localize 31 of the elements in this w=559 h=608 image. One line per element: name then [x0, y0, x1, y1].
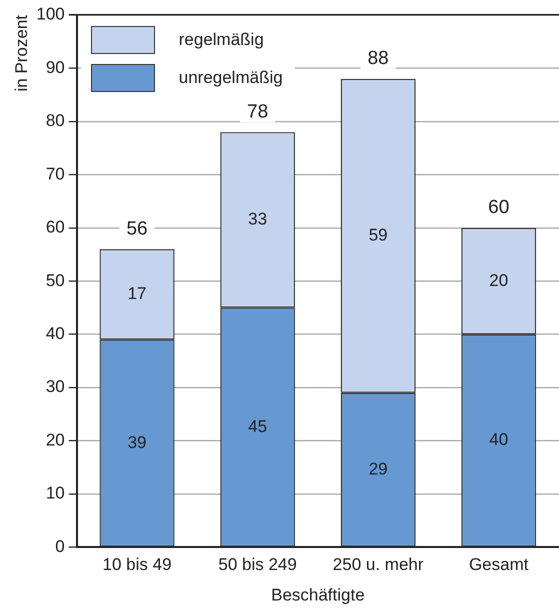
y-tick-label: 70 — [46, 164, 65, 184]
total-label: 60 — [488, 197, 510, 218]
total-label: 56 — [126, 218, 148, 240]
y-tick-label: 10 — [46, 484, 65, 503]
y-tick-label: 90 — [46, 58, 65, 77]
total-label: 78 — [247, 101, 268, 122]
y-tick-label: 50 — [46, 270, 65, 290]
data-label: 20 — [489, 270, 508, 290]
data-label: 17 — [128, 284, 147, 304]
data-label: 45 — [248, 416, 268, 436]
y-tick-label: 20 — [46, 430, 65, 450]
legend-label: unregelmäßig — [178, 68, 283, 88]
y-tick-label: 30 — [46, 377, 65, 396]
x-tick-label: Gesamt — [468, 555, 529, 574]
x-axis-title: Beschäftigte — [271, 585, 365, 604]
data-label: 59 — [368, 226, 388, 245]
y-tick-label: 40 — [46, 324, 65, 344]
data-label: 29 — [368, 459, 388, 478]
data-label: 39 — [128, 432, 147, 452]
y-tick-label: 60 — [46, 218, 65, 237]
x-tick-label: 50 bis 249 — [218, 555, 297, 574]
total-label: 88 — [368, 48, 389, 70]
y-axis-title: in Prozent — [12, 14, 31, 92]
data-label: 40 — [489, 430, 508, 450]
x-tick-label: 10 bis 49 — [102, 555, 172, 574]
data-label: 33 — [248, 210, 268, 229]
y-tick-label: 100 — [36, 4, 65, 24]
x-tick-label: 250 u. mehr — [332, 555, 424, 574]
legend-label: regelmäßig — [178, 30, 264, 50]
y-tick-label: 80 — [46, 111, 65, 130]
y-tick-label: 0 — [55, 536, 65, 556]
